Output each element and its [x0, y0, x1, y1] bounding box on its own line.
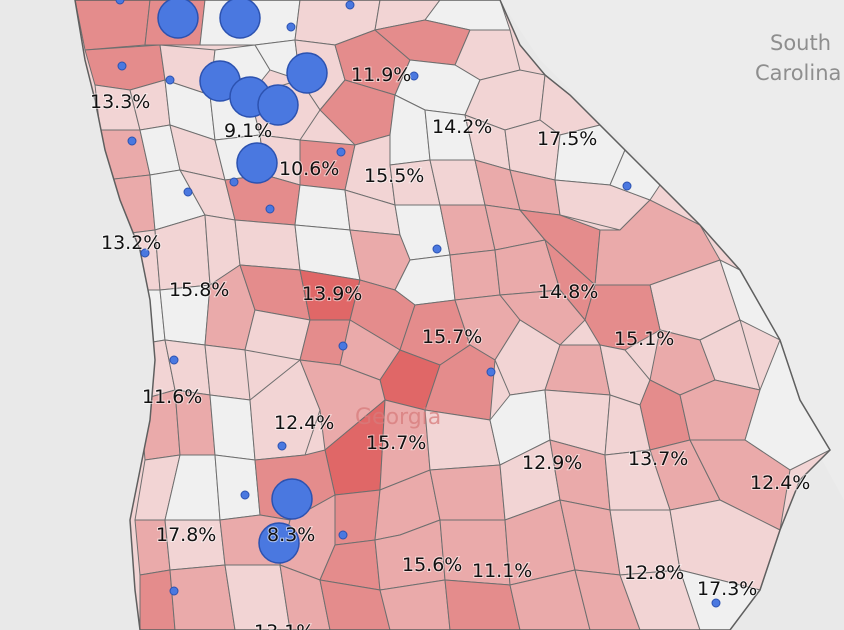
county-polygon[interactable]	[574, 569, 641, 630]
city-dot-marker[interactable]	[409, 71, 419, 81]
city-dot-marker[interactable]	[115, 0, 125, 5]
county-polygon[interactable]	[249, 359, 321, 461]
rate-label: 11.1%	[472, 560, 532, 582]
county-polygon[interactable]	[509, 569, 591, 630]
rate-label: 12.9%	[522, 452, 582, 474]
bubble-marker[interactable]	[286, 52, 328, 94]
city-dot-marker[interactable]	[336, 147, 346, 157]
city-dot-marker[interactable]	[432, 244, 442, 254]
rate-label: 8.3%	[267, 524, 315, 546]
neighbor-state-label-line2: Carolina	[755, 61, 841, 85]
county-polygon[interactable]	[499, 289, 586, 346]
county-polygon[interactable]	[379, 579, 451, 630]
city-dot-marker[interactable]	[117, 61, 127, 71]
county-polygon[interactable]	[169, 564, 236, 630]
rate-label: 13.1%	[254, 621, 314, 630]
rate-label: 12.4%	[750, 472, 810, 494]
rate-label: 10.6%	[279, 158, 339, 180]
county-polygon[interactable]	[214, 454, 261, 521]
rate-label: 13.3%	[90, 91, 150, 113]
city-dot-marker[interactable]	[622, 181, 632, 191]
county-polygon[interactable]	[429, 464, 506, 521]
rate-label: 17.5%	[537, 128, 597, 150]
county-polygon[interactable]	[319, 579, 391, 630]
city-dot-layer	[115, 0, 721, 608]
county-polygon[interactable]	[204, 344, 251, 401]
rate-label: 11.6%	[142, 386, 202, 408]
rate-label: 12.8%	[624, 562, 684, 584]
city-dot-marker[interactable]	[338, 530, 348, 540]
city-dot-marker[interactable]	[183, 187, 193, 197]
bubble-marker[interactable]	[219, 0, 261, 39]
city-dot-marker[interactable]	[345, 0, 355, 10]
city-dot-marker[interactable]	[486, 367, 496, 377]
city-dot-marker[interactable]	[127, 136, 137, 146]
bubble-marker[interactable]	[271, 478, 313, 520]
bubble-marker[interactable]	[236, 142, 278, 184]
county-polygon[interactable]	[224, 564, 291, 630]
georgia-state-outline	[74, 0, 831, 630]
rate-label: 15.6%	[402, 554, 462, 576]
rate-label: 12.4%	[274, 412, 334, 434]
county-polygon[interactable]	[294, 184, 351, 231]
city-dot-marker[interactable]	[169, 586, 179, 596]
city-dot-marker[interactable]	[286, 22, 296, 32]
county-polygon[interactable]	[75, 0, 151, 51]
bubble-marker-layer	[157, 0, 328, 564]
city-dot-marker[interactable]	[338, 341, 348, 351]
rate-label-layer: 13.3% 9.1% 11.9% 14.2% 17.5% 10.6% 15.5%…	[89, 63, 811, 630]
neighbor-state-label-line1: South	[770, 31, 831, 55]
rate-label: 17.8%	[156, 524, 216, 546]
rate-label: 15.1%	[614, 328, 674, 350]
county-polygon[interactable]	[619, 569, 701, 630]
rate-label: 14.8%	[538, 281, 598, 303]
city-dot-marker[interactable]	[711, 598, 721, 608]
city-dot-marker[interactable]	[240, 490, 250, 500]
bubble-marker[interactable]	[157, 0, 199, 39]
rate-label: 13.2%	[101, 232, 161, 254]
rate-label: 11.9%	[351, 64, 411, 86]
rate-label: 13.7%	[628, 448, 688, 470]
county-polygon[interactable]	[444, 579, 521, 630]
county-polygon[interactable]	[679, 569, 761, 630]
rate-label: 17.3%	[697, 578, 757, 600]
rate-label: 15.7%	[422, 326, 482, 348]
rate-label: 9.1%	[224, 120, 272, 142]
rate-label: 15.7%	[366, 432, 426, 454]
county-polygon[interactable]	[449, 249, 501, 301]
rate-label: 15.8%	[169, 279, 229, 301]
rate-label: 15.5%	[364, 165, 424, 187]
city-dot-marker[interactable]	[165, 75, 175, 85]
bubble-marker[interactable]	[258, 522, 300, 564]
state-name-label: Georgia	[355, 405, 441, 430]
city-dot-marker[interactable]	[277, 441, 287, 451]
neighbor-land-sc	[500, 0, 844, 500]
county-polygon[interactable]	[424, 344, 496, 421]
city-dot-marker[interactable]	[140, 248, 150, 258]
city-dot-marker[interactable]	[265, 204, 275, 214]
bubble-marker[interactable]	[257, 84, 299, 126]
rate-label: 14.2%	[432, 116, 492, 138]
county-polygon[interactable]	[234, 219, 301, 271]
county-polygon[interactable]	[209, 394, 256, 461]
rate-label: 13.9%	[302, 283, 362, 305]
city-dot-marker[interactable]	[169, 355, 179, 365]
county-polygon[interactable]	[139, 569, 176, 630]
county-polygon[interactable]	[279, 564, 331, 630]
county-polygon[interactable]	[689, 439, 791, 531]
city-dot-marker[interactable]	[229, 177, 239, 187]
